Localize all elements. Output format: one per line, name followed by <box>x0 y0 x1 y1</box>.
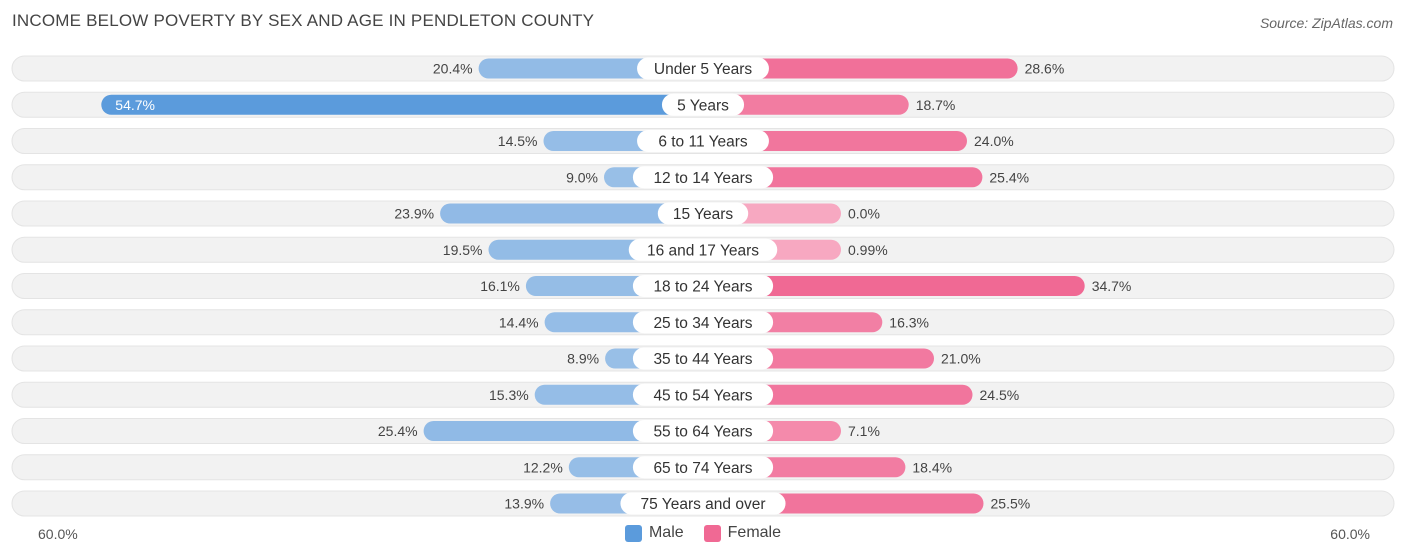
category-label-bg <box>632 311 774 334</box>
chart-title: INCOME BELOW POVERTY BY SEX AND AGE IN P… <box>12 11 595 30</box>
female-value-label: 18.4% <box>912 459 952 475</box>
male-value-label: 20.4% <box>433 61 473 77</box>
category-label: 16 and 17 Years <box>647 242 759 259</box>
axis-left-label: 60.0% <box>38 526 78 542</box>
category-label-bg <box>632 347 774 370</box>
category-label: 35 to 44 Years <box>653 351 752 368</box>
male-value-label: 54.7% <box>115 97 155 113</box>
male-value-label: 14.4% <box>499 314 539 330</box>
category-label: 6 to 11 Years <box>658 134 748 151</box>
female-value-label: 0.99% <box>848 242 888 258</box>
male-value-label: 14.5% <box>498 133 538 149</box>
male-value-label: 15.3% <box>489 387 529 403</box>
category-label: 25 to 34 Years <box>653 315 752 332</box>
female-value-label: 24.5% <box>980 387 1020 403</box>
legend-item-male: Male <box>624 524 684 542</box>
female-bar <box>703 58 1018 79</box>
female-value-label: 34.7% <box>1092 278 1132 294</box>
female-value-label: 21.0% <box>941 351 981 367</box>
male-bar <box>440 203 703 224</box>
category-label-bg <box>628 238 778 261</box>
female-value-label: 24.0% <box>974 133 1014 149</box>
female-value-label: 25.5% <box>991 496 1031 512</box>
legend-label-male: Male <box>648 524 684 541</box>
legend-label-female: Female <box>727 524 782 541</box>
male-value-label: 12.2% <box>523 459 563 475</box>
category-label-bg <box>637 57 769 80</box>
category-label-bg <box>637 130 769 152</box>
female-bar <box>703 94 909 115</box>
category-label-bg <box>632 166 774 189</box>
category-label: 5 Years <box>677 97 729 114</box>
category-label-bg <box>632 275 774 297</box>
category-label-bg <box>632 383 774 406</box>
male-value-label: 16.1% <box>480 278 520 294</box>
male-value-label: 19.5% <box>443 242 483 258</box>
category-label: 55 to 64 Years <box>653 424 752 441</box>
male-value-label: 13.9% <box>504 496 544 512</box>
male-value-label: 8.9% <box>567 351 599 367</box>
category-label: 15 Years <box>673 206 734 223</box>
category-label: 18 to 24 Years <box>653 279 752 296</box>
legend-swatch-female <box>703 524 721 542</box>
category-label: Under 5 Years <box>654 61 752 78</box>
male-bar <box>423 421 703 441</box>
female-value-label: 16.3% <box>889 314 929 330</box>
category-label: 65 to 74 Years <box>653 460 752 477</box>
female-value-label: 7.1% <box>848 423 880 439</box>
source-label: Source: ZipAtlas.com <box>1259 15 1393 31</box>
female-bar <box>703 167 983 188</box>
male-bar <box>101 94 704 115</box>
legend-item-female: Female <box>703 524 782 542</box>
female-value-label: 18.7% <box>916 97 956 113</box>
category-label-bg <box>657 202 749 225</box>
category-label-bg <box>620 492 786 515</box>
female-value-label: 0.0% <box>848 206 880 222</box>
category-label-bg <box>661 93 745 116</box>
female-value-label: 28.6% <box>1025 61 1065 77</box>
legend-swatch-male <box>624 524 642 542</box>
axis-right-label: 60.0% <box>1330 526 1370 542</box>
category-label-bg <box>632 420 774 442</box>
category-label-bg <box>632 456 774 479</box>
category-label: 75 Years and over <box>641 496 766 513</box>
male-value-label: 25.4% <box>378 423 418 439</box>
category-label: 45 to 54 Years <box>653 387 752 404</box>
category-label: 12 to 14 Years <box>653 170 752 187</box>
male-value-label: 9.0% <box>566 169 598 185</box>
female-bar <box>703 131 967 151</box>
legend: Male Female <box>0 524 1406 542</box>
female-bar <box>703 276 1085 296</box>
male-value-label: 23.9% <box>394 206 434 222</box>
female-value-label: 25.4% <box>989 169 1029 185</box>
